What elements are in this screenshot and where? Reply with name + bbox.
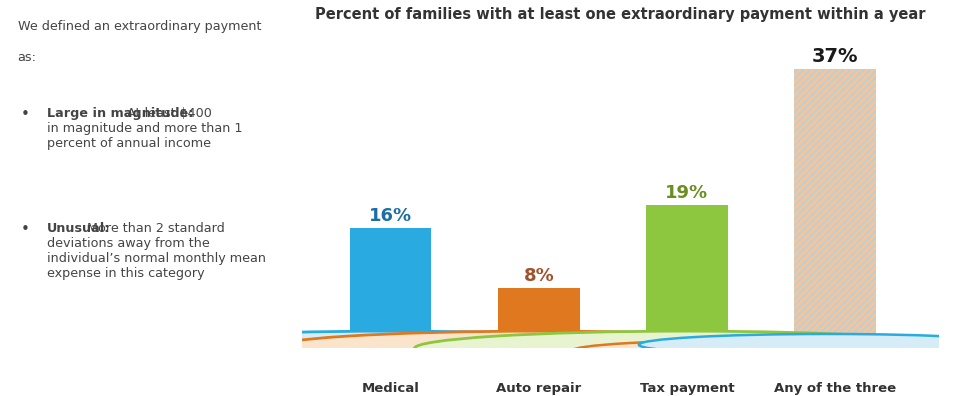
Ellipse shape — [118, 331, 663, 366]
Ellipse shape — [713, 340, 958, 362]
Bar — [794, 69, 876, 348]
Ellipse shape — [415, 331, 958, 366]
Text: 19%: 19% — [666, 184, 709, 202]
Text: We defined an extraordinary payment: We defined an extraordinary payment — [17, 20, 261, 33]
Text: At least $400
in magnitude and more than 1
percent of annual income: At least $400 in magnitude and more than… — [47, 107, 242, 150]
Text: Any of the three: Any of the three — [774, 383, 896, 396]
Text: Tax payment: Tax payment — [640, 383, 734, 396]
Bar — [794, 69, 876, 348]
Text: Large in magnitude:: Large in magnitude: — [47, 107, 194, 120]
Text: 37%: 37% — [811, 48, 858, 67]
Bar — [498, 288, 580, 348]
Bar — [647, 205, 728, 348]
Text: Unusual:: Unusual: — [47, 222, 110, 235]
Text: 16%: 16% — [369, 207, 412, 225]
Text: Medical: Medical — [362, 383, 420, 396]
Bar — [350, 228, 431, 348]
Ellipse shape — [572, 340, 950, 362]
Text: •: • — [20, 222, 30, 237]
Text: as:: as: — [17, 51, 36, 65]
Text: •: • — [20, 107, 30, 122]
Text: More than 2 standard
deviations away from the
individual’s normal monthly mean
e: More than 2 standard deviations away fro… — [47, 222, 265, 280]
Ellipse shape — [639, 334, 958, 356]
Ellipse shape — [266, 331, 811, 366]
Text: Percent of families with at least one extraordinary payment within a year: Percent of families with at least one ex… — [315, 7, 925, 22]
Text: 8%: 8% — [523, 267, 554, 285]
Text: Auto repair: Auto repair — [496, 383, 582, 396]
